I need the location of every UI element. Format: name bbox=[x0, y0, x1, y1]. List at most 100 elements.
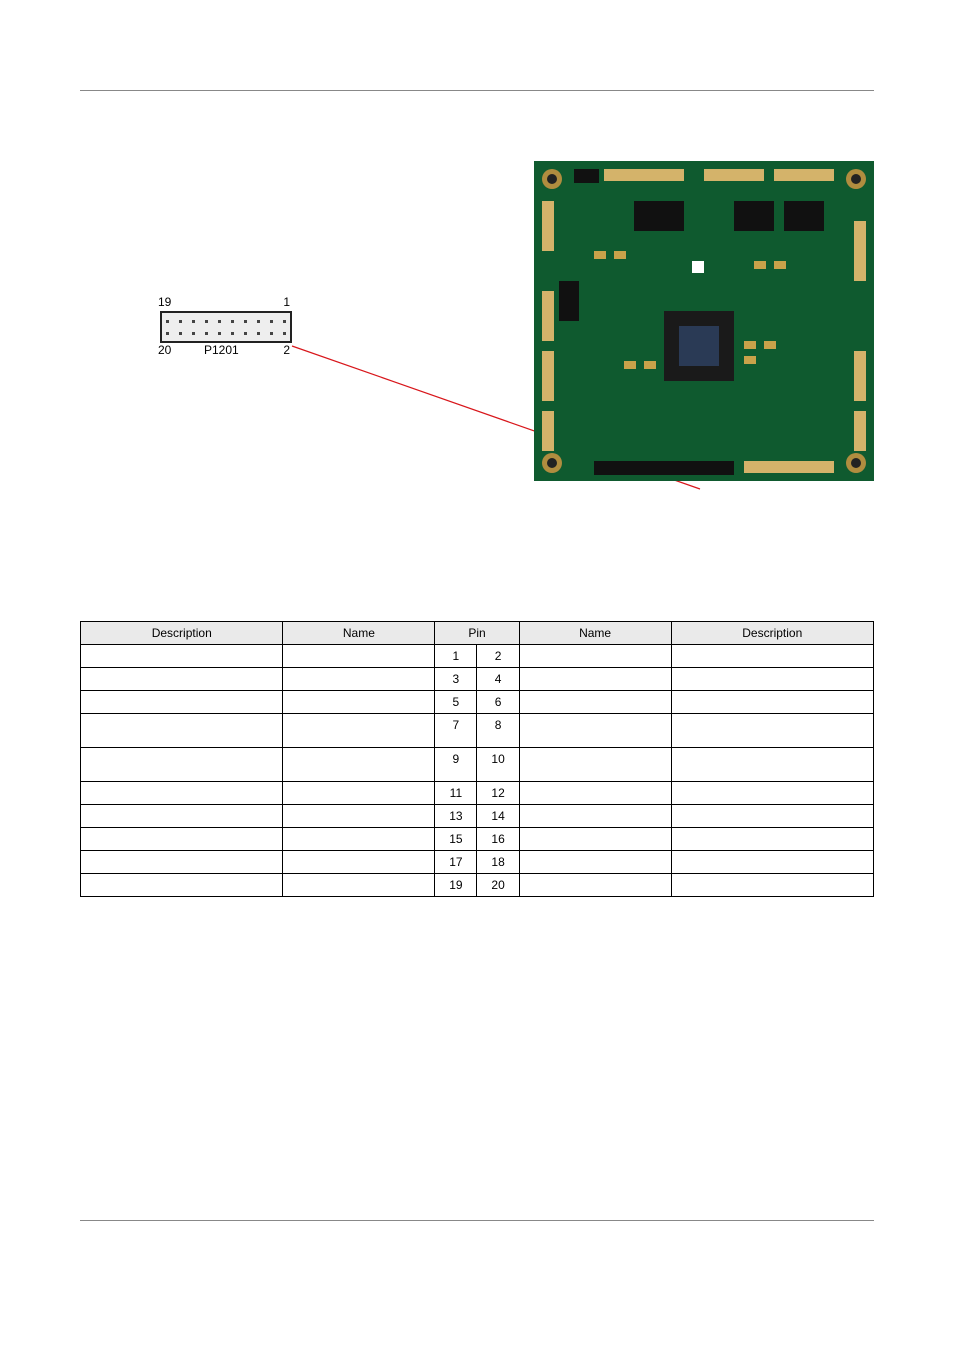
cell-name-right bbox=[519, 645, 671, 668]
cell-desc-left bbox=[81, 805, 283, 828]
cell-desc-left bbox=[81, 851, 283, 874]
pin-label-bottom-right: 2 bbox=[283, 343, 290, 357]
cell-pin-left: 3 bbox=[435, 668, 477, 691]
pin-dot-icon bbox=[270, 320, 273, 323]
table-row: 910 bbox=[81, 748, 874, 782]
hole-icon bbox=[547, 174, 557, 184]
pinout-table-body: 1234567891011121314151617181920 bbox=[81, 645, 874, 897]
connector-ref-label: P1201 bbox=[204, 343, 239, 357]
pin-dot-icon bbox=[205, 320, 208, 323]
edge-connector-icon bbox=[542, 201, 554, 251]
cell-desc-left bbox=[81, 874, 283, 897]
edge-connector-icon bbox=[774, 169, 834, 181]
cell-pin-right: 2 bbox=[477, 645, 519, 668]
pin-dot-icon bbox=[231, 320, 234, 323]
cell-desc-left bbox=[81, 691, 283, 714]
cell-desc-right bbox=[671, 805, 874, 828]
pin-label-top-left: 19 bbox=[158, 295, 171, 309]
bottom-rule bbox=[80, 1220, 874, 1221]
top-rule bbox=[80, 90, 874, 91]
cell-desc-right bbox=[671, 691, 874, 714]
board-photo bbox=[534, 161, 874, 481]
cell-pin-right: 4 bbox=[477, 668, 519, 691]
edge-connector-icon bbox=[854, 411, 866, 451]
table-row: 1718 bbox=[81, 851, 874, 874]
pin-label-top-right: 1 bbox=[283, 295, 290, 309]
figure-area: 19 1 20 P1201 2 bbox=[80, 161, 874, 591]
col-header-desc-left: Description bbox=[81, 622, 283, 645]
cell-pin-left: 17 bbox=[435, 851, 477, 874]
pin-dot-icon bbox=[244, 320, 247, 323]
cell-pin-right: 14 bbox=[477, 805, 519, 828]
cell-desc-left bbox=[81, 645, 283, 668]
cell-pin-left: 13 bbox=[435, 805, 477, 828]
edge-connector-icon bbox=[604, 169, 684, 181]
ic-chip-icon bbox=[784, 201, 824, 231]
cell-name-left bbox=[283, 668, 435, 691]
cell-name-right bbox=[519, 851, 671, 874]
pin-dot-icon bbox=[166, 320, 169, 323]
edge-connector-icon bbox=[854, 221, 866, 281]
cell-name-left bbox=[283, 691, 435, 714]
table-header-row: Description Name Pin Name Description bbox=[81, 622, 874, 645]
pin-dot-icon bbox=[244, 332, 247, 335]
edge-connector-icon bbox=[542, 291, 554, 341]
cell-name-right bbox=[519, 691, 671, 714]
edge-connector-icon bbox=[542, 351, 554, 401]
table-row: 1920 bbox=[81, 874, 874, 897]
cell-desc-left bbox=[81, 782, 283, 805]
cell-desc-left bbox=[81, 668, 283, 691]
hole-icon bbox=[851, 458, 861, 468]
cell-desc-left bbox=[81, 714, 283, 748]
pin-dot-icon bbox=[218, 332, 221, 335]
table-row: 12 bbox=[81, 645, 874, 668]
pin-dot-icon bbox=[192, 320, 195, 323]
table-row: 56 bbox=[81, 691, 874, 714]
col-header-name-right: Name bbox=[519, 622, 671, 645]
col-header-name-left: Name bbox=[283, 622, 435, 645]
cell-pin-right: 12 bbox=[477, 782, 519, 805]
pinout-table: Description Name Pin Name Description 12… bbox=[80, 621, 874, 897]
cell-name-right bbox=[519, 782, 671, 805]
cell-pin-left: 15 bbox=[435, 828, 477, 851]
pin-dot-icon bbox=[179, 320, 182, 323]
edge-connector-icon bbox=[704, 169, 764, 181]
cell-pin-right: 16 bbox=[477, 828, 519, 851]
pin-row-top bbox=[166, 320, 286, 323]
cell-pin-right: 10 bbox=[477, 748, 519, 782]
hole-icon bbox=[547, 458, 557, 468]
table-row: 34 bbox=[81, 668, 874, 691]
bottom-connector-icon bbox=[744, 461, 834, 473]
cell-name-left bbox=[283, 782, 435, 805]
cell-pin-left: 5 bbox=[435, 691, 477, 714]
hole-icon bbox=[851, 174, 861, 184]
pin-dot-icon bbox=[192, 332, 195, 335]
ic-chip-icon bbox=[734, 201, 774, 231]
cell-pin-left: 11 bbox=[435, 782, 477, 805]
bottom-connector-icon bbox=[594, 461, 734, 475]
cell-name-left bbox=[283, 851, 435, 874]
cell-pin-left: 19 bbox=[435, 874, 477, 897]
col-header-pin: Pin bbox=[435, 622, 519, 645]
edge-connector-icon bbox=[854, 351, 866, 401]
qr-label-icon bbox=[692, 261, 704, 273]
cell-desc-right bbox=[671, 668, 874, 691]
cell-name-left bbox=[283, 748, 435, 782]
ic-chip-icon bbox=[634, 201, 684, 231]
cell-name-left bbox=[283, 828, 435, 851]
pin-dot-icon bbox=[231, 332, 234, 335]
table-row: 1112 bbox=[81, 782, 874, 805]
cell-name-right bbox=[519, 828, 671, 851]
cell-desc-right bbox=[671, 645, 874, 668]
page: 19 1 20 P1201 2 bbox=[0, 0, 954, 1349]
pin-dot-icon bbox=[283, 320, 286, 323]
cell-desc-left bbox=[81, 748, 283, 782]
cell-pin-right: 6 bbox=[477, 691, 519, 714]
pin-dot-icon bbox=[257, 332, 260, 335]
pin-dot-icon bbox=[166, 332, 169, 335]
cell-desc-right bbox=[671, 782, 874, 805]
pin-label-bottom-left: 20 bbox=[158, 343, 171, 357]
table-row: 1516 bbox=[81, 828, 874, 851]
pin-dot-icon bbox=[270, 332, 273, 335]
edge-connector-icon bbox=[542, 411, 554, 451]
